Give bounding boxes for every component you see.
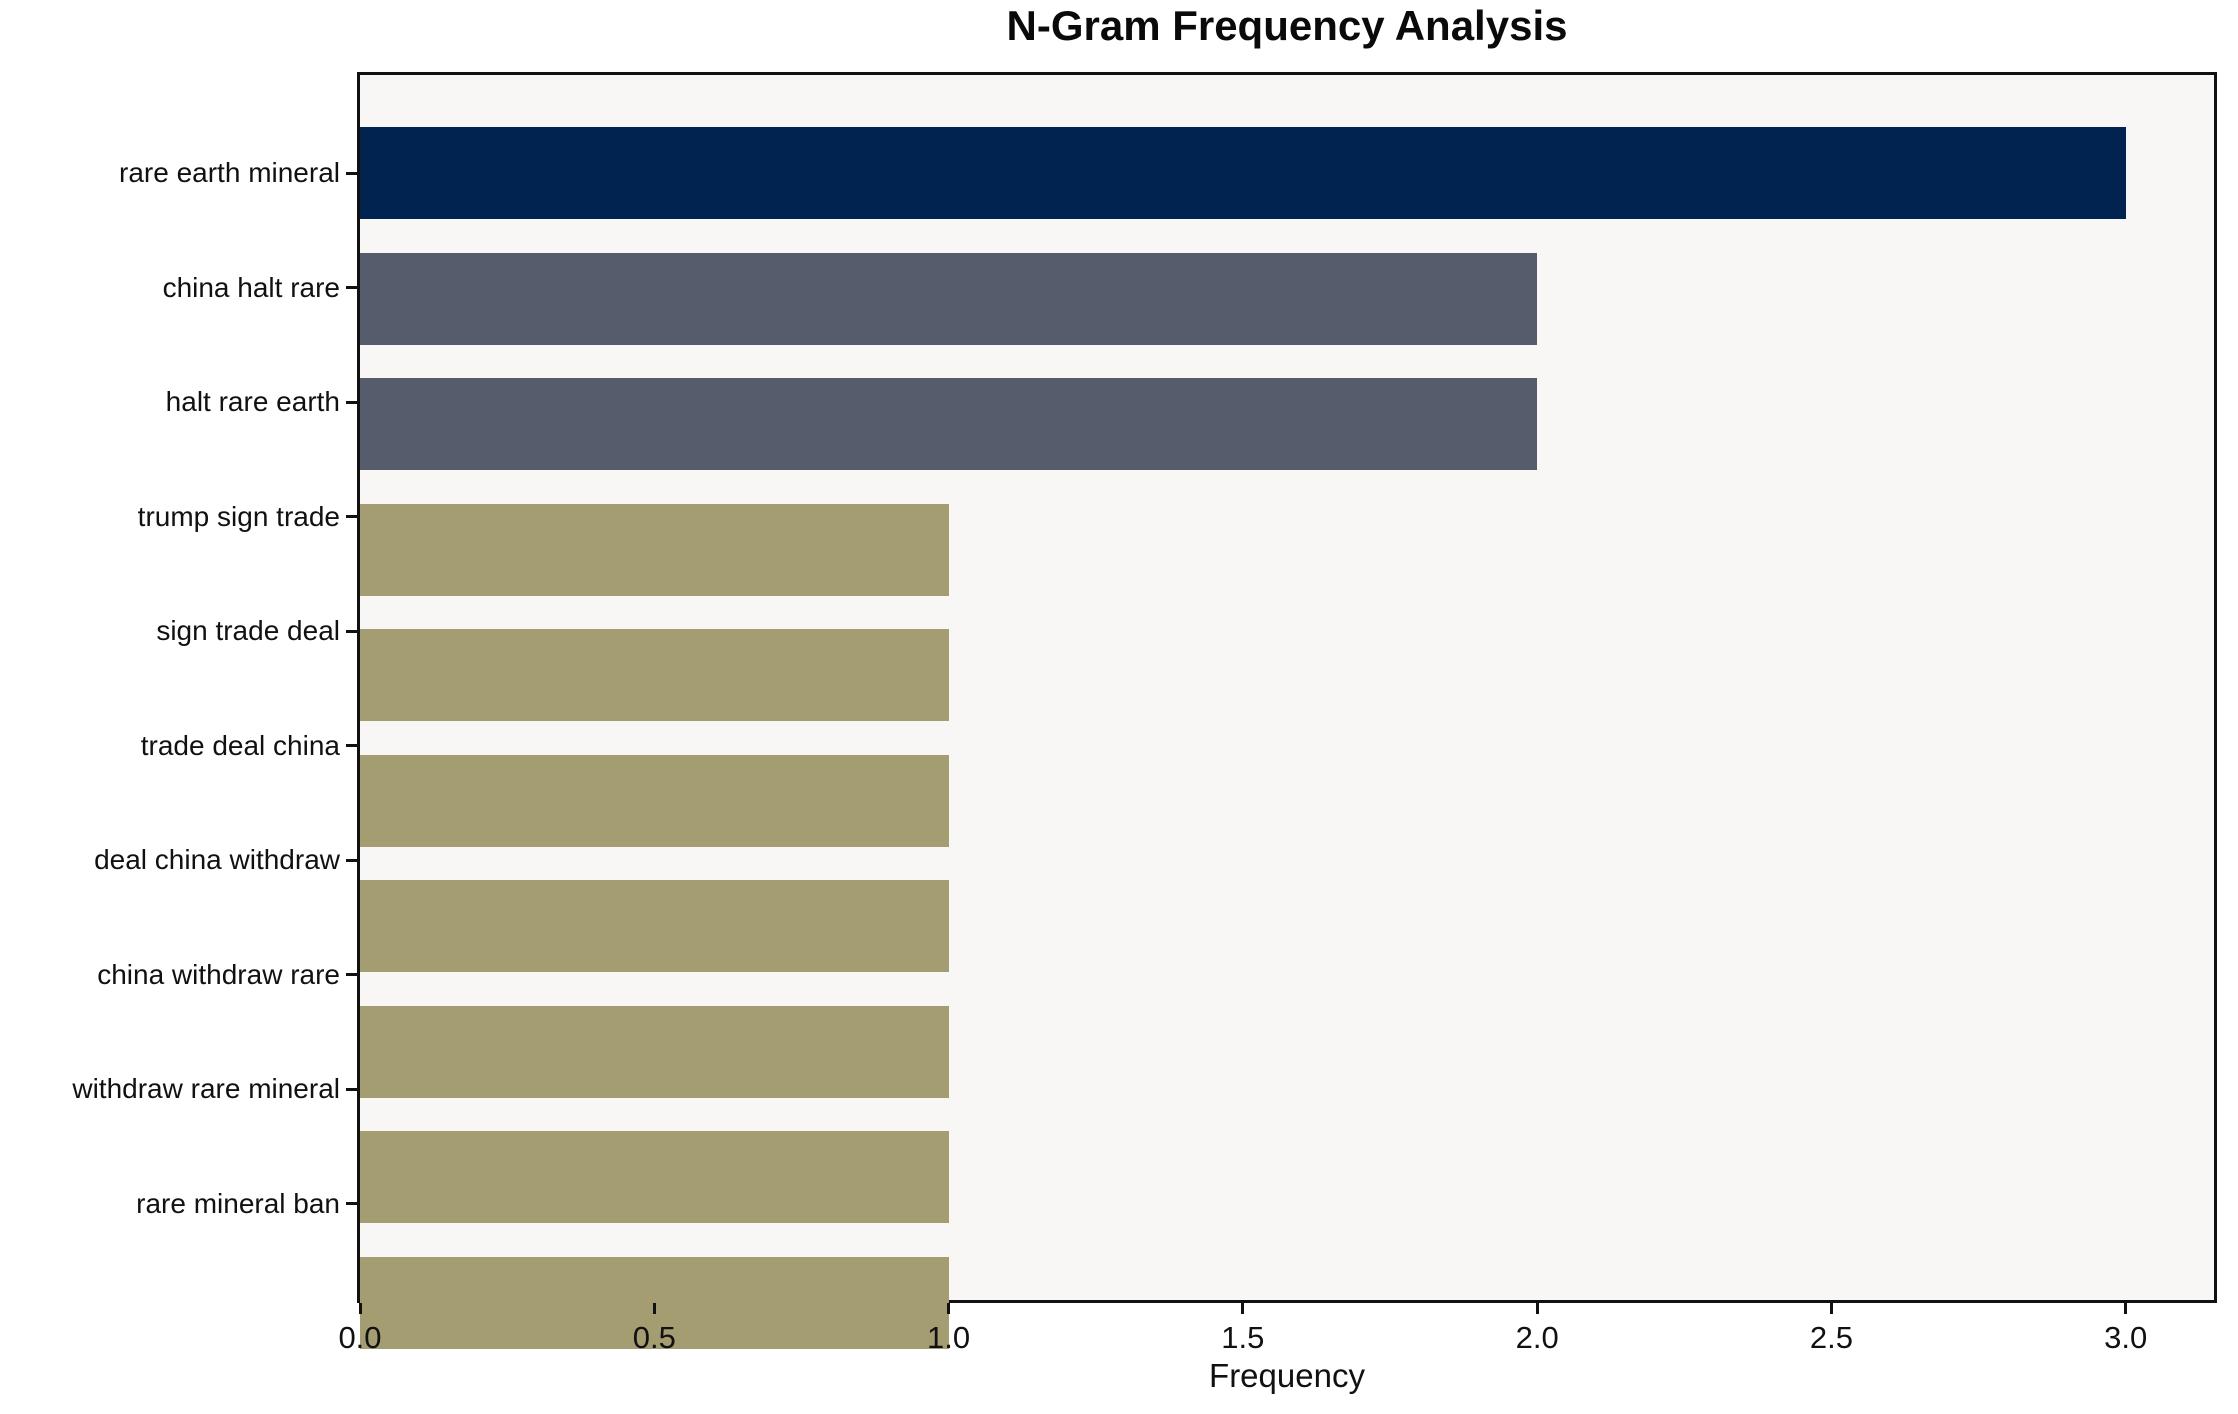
y-axis-label: withdraw rare mineral (72, 1073, 340, 1104)
bar (360, 252, 1538, 345)
x-axis-tick-label: 0.5 (632, 1320, 676, 1355)
x-tick-mark (652, 1303, 656, 1314)
bar (360, 503, 949, 596)
x-tick-mark (2124, 1303, 2128, 1314)
bars-container (360, 75, 2214, 1371)
y-tick-mark (346, 171, 357, 175)
bar (360, 378, 1538, 470)
y-tick-mark (346, 744, 357, 747)
bar (360, 1005, 949, 1098)
y-axis-label: rare mineral ban (136, 1187, 340, 1219)
y-tick-mark (346, 973, 357, 976)
bar-row (360, 378, 2214, 493)
bar (360, 754, 949, 847)
y-axis-label: sign trade deal (156, 615, 340, 646)
y-tick-mark (346, 400, 357, 404)
x-axis-title: Frequency (1209, 1357, 1365, 1394)
x-axis-tick-label: 1.5 (1221, 1320, 1265, 1355)
bar (360, 629, 949, 721)
y-axis-label: rare earth mineral (119, 157, 340, 188)
x-tick-mark (358, 1303, 362, 1314)
bar-row (360, 754, 2214, 870)
y-axis-label: china halt rare (162, 271, 340, 303)
y-axis-label: trump sign trade (137, 500, 340, 532)
x-tick-mark (947, 1303, 951, 1314)
x-axis-tick-label: 2.0 (1515, 1320, 1559, 1355)
y-tick-mark (346, 629, 357, 633)
y-axis-label: china withdraw rare (97, 958, 340, 990)
bar-row (360, 629, 2214, 744)
x-axis-tick-label: 1.0 (927, 1320, 971, 1355)
y-tick-mark (346, 1202, 357, 1205)
bar (360, 1256, 949, 1349)
bar-row (360, 127, 2214, 242)
x-tick-mark (1241, 1303, 1245, 1314)
bar (360, 880, 949, 972)
x-tick-mark (1829, 1303, 1833, 1314)
bar-row (360, 252, 2214, 368)
bar-row (360, 1131, 2214, 1246)
bar (360, 127, 2126, 219)
x-axis-tick-label: 0.0 (338, 1320, 382, 1355)
plot-area (357, 72, 2217, 1349)
bar-row (360, 880, 2214, 995)
y-tick-mark (346, 858, 357, 862)
bar-row (360, 503, 2214, 619)
y-tick-mark (346, 286, 357, 289)
chart-title: N-Gram Frequency Analysis (1006, 2, 1568, 49)
bar-row (360, 1005, 2214, 1121)
y-tick-mark (346, 1087, 357, 1091)
y-axis-label: halt rare earth (165, 386, 340, 417)
x-tick-mark (1535, 1303, 1539, 1314)
x-axis-tick-label: 2.5 (1809, 1320, 1853, 1355)
y-axis-label: deal china withdraw (94, 844, 340, 875)
bar-row (360, 1256, 2214, 1372)
y-tick-mark (346, 515, 357, 518)
y-axis-label: trade deal china (140, 729, 340, 761)
x-axis-tick-label: 3.0 (2104, 1320, 2148, 1355)
bar (360, 1131, 949, 1223)
